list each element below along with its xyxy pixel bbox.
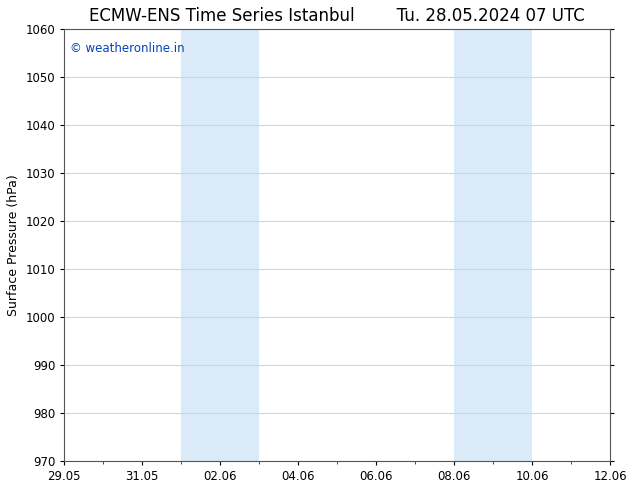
Bar	[181, 29, 259, 461]
Y-axis label: Surface Pressure (hPa): Surface Pressure (hPa)	[7, 174, 20, 316]
Text: © weatheronline.in: © weatheronline.in	[70, 42, 184, 55]
Bar	[454, 29, 533, 461]
Title: ECMW-ENS Time Series Istanbul        Tu. 28.05.2024 07 UTC: ECMW-ENS Time Series Istanbul Tu. 28.05.…	[89, 7, 585, 25]
